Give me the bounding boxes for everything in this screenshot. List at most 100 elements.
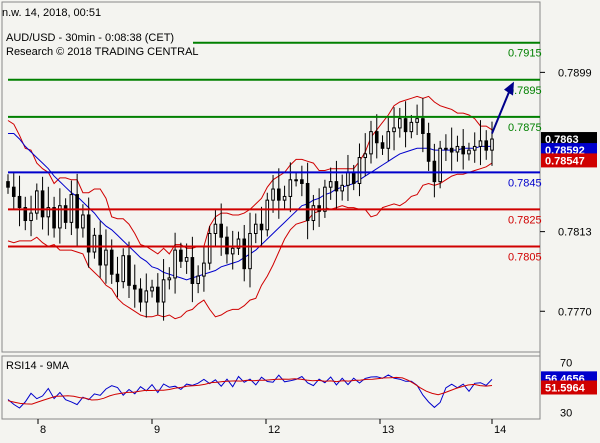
projection-arrowhead xyxy=(504,81,514,96)
projection-arrow-line xyxy=(491,89,511,134)
candle-body xyxy=(121,255,126,283)
candle-body xyxy=(167,277,172,281)
candle-body xyxy=(271,188,275,201)
candle-body xyxy=(426,132,431,162)
chart-title: AUD/USD - 30min - 0:08:38 (CET) xyxy=(6,32,174,44)
candle-body xyxy=(438,147,442,183)
candle-body xyxy=(374,131,379,144)
candle-body xyxy=(81,214,85,229)
rsi-ma-line xyxy=(7,376,493,405)
candle-body xyxy=(58,205,62,229)
candle-body xyxy=(46,207,51,218)
rsi-badge-rsi_ma xyxy=(541,380,597,395)
candle-body xyxy=(478,140,483,147)
candle-body xyxy=(415,118,419,123)
candle-body xyxy=(294,179,298,182)
candle-body xyxy=(230,247,235,255)
candle-body xyxy=(300,179,304,184)
candle-body xyxy=(398,118,402,129)
candle-body xyxy=(357,157,362,184)
candle-body xyxy=(63,205,68,223)
price-badge-label: 0.78547 xyxy=(545,155,585,167)
level-layer: 0.7915 0.7895 0.7875 0.7845 0.7825 0.7805 xyxy=(8,41,542,263)
candle-body xyxy=(29,212,33,222)
candle-body xyxy=(392,127,396,133)
candle-body xyxy=(109,249,114,275)
rsi-y-tick-label: 30 xyxy=(560,408,572,420)
candle-body xyxy=(328,181,333,188)
candle-body xyxy=(127,255,131,286)
rsi-panel-frame xyxy=(1,355,541,420)
candle-body xyxy=(219,223,223,238)
candle-body xyxy=(248,232,252,270)
candle-body xyxy=(104,249,108,266)
candle-body xyxy=(363,153,368,159)
candle-body xyxy=(207,232,212,264)
level-label-0-7845: 0.7845 xyxy=(508,177,542,189)
candle-body xyxy=(11,186,16,197)
candle-body xyxy=(132,284,137,290)
candle-body xyxy=(282,195,287,201)
x-tick-label: 14 xyxy=(494,424,506,436)
candle-body xyxy=(461,145,465,155)
x-tick-label: 8 xyxy=(40,424,46,436)
level-label-0-7895: 0.7895 xyxy=(508,85,542,97)
x-tick-label: 12 xyxy=(268,424,280,436)
price-badge-moving_average_2 xyxy=(541,153,597,168)
y-tick-label: 0.7770 xyxy=(558,306,592,318)
candle-body xyxy=(144,290,149,303)
rsi-line xyxy=(7,374,493,409)
candle-body xyxy=(444,147,448,150)
candle-body xyxy=(380,142,385,149)
candle-body xyxy=(40,190,45,218)
candle-body xyxy=(409,121,414,133)
candle-body xyxy=(455,145,460,153)
rsi-badge-label: 51.5964 xyxy=(545,382,586,394)
price-badge-label: 0.7863 xyxy=(545,134,579,146)
rsi-title: RSI14 - 9MA xyxy=(6,360,70,372)
candle-body xyxy=(242,238,247,270)
candle-body xyxy=(346,171,350,186)
candle-body xyxy=(92,234,97,253)
candle-body xyxy=(277,188,281,201)
candle-body xyxy=(98,234,102,266)
candle-body xyxy=(115,273,120,283)
candle-body xyxy=(305,182,310,222)
candle-body xyxy=(35,190,39,214)
price-badge-last_price xyxy=(541,132,597,147)
candle-body xyxy=(190,257,195,284)
date-line: n.w. 14, 2018, 00:51 xyxy=(2,7,101,19)
candle-body xyxy=(449,147,454,153)
candle-body xyxy=(196,275,200,284)
rsi-y-tick-label: 70 xyxy=(560,357,572,369)
candle-body xyxy=(490,138,494,151)
candle-body xyxy=(386,131,391,149)
candle-body xyxy=(334,181,339,192)
candle-body xyxy=(161,279,166,303)
candle-body xyxy=(472,145,477,151)
candle-body xyxy=(351,171,356,184)
rsi-layer: 70 30 xyxy=(7,357,572,420)
candle-body xyxy=(173,249,177,279)
x-tick-label: 13 xyxy=(382,424,394,436)
candle-body xyxy=(138,288,143,303)
level-label-0-7825: 0.7825 xyxy=(508,214,542,226)
candle-body xyxy=(75,194,79,229)
level-label-0-7805: 0.7805 xyxy=(508,251,542,263)
candle-body xyxy=(253,223,258,234)
candle-body xyxy=(265,199,270,231)
candle-body xyxy=(23,207,28,222)
candle-body xyxy=(202,262,206,277)
candle-body xyxy=(17,195,22,209)
candle-body xyxy=(213,223,218,234)
level-label-0-7915: 0.7915 xyxy=(508,48,542,60)
candle-body xyxy=(484,140,489,151)
candle-body xyxy=(52,207,56,229)
y-tick-label: 0.7899 xyxy=(558,67,592,79)
candle-body xyxy=(6,181,10,188)
x-tick-label: 9 xyxy=(154,424,160,436)
candle-body xyxy=(236,238,241,249)
candle-body xyxy=(421,118,425,134)
